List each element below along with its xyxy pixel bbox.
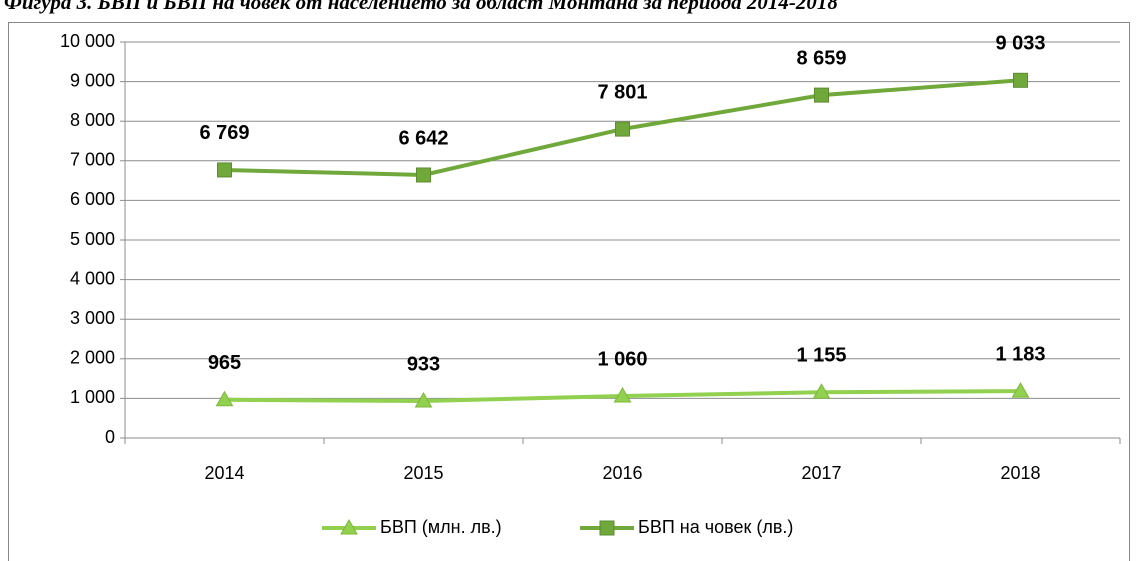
marker	[1013, 72, 1028, 88]
marker	[416, 167, 431, 183]
marker	[615, 121, 630, 137]
marker	[1011, 382, 1030, 398]
data-label: 1 183	[995, 343, 1045, 365]
data-label: 6 769	[199, 122, 249, 144]
data-label: 6 642	[398, 127, 448, 149]
x-tick-label: 2014	[204, 463, 244, 483]
data-label: 9 033	[995, 33, 1045, 55]
y-tick-label: 5 000	[70, 229, 115, 249]
data-label: 1 060	[597, 348, 647, 370]
marker	[814, 87, 829, 103]
legend-label: БВП на човек (лв.)	[638, 517, 793, 537]
y-tick-label: 4 000	[70, 268, 115, 288]
x-tick-label: 2016	[602, 463, 642, 483]
y-tick-label: 6 000	[70, 189, 115, 209]
y-tick-label: 2 000	[70, 348, 115, 368]
data-label: 7 801	[597, 81, 647, 103]
marker	[613, 387, 632, 403]
y-tick-label: 0	[105, 427, 115, 447]
y-tick-label: 3 000	[70, 308, 115, 328]
y-tick-label: 9 000	[70, 70, 115, 90]
legend-label: БВП (млн. лв.)	[380, 517, 502, 537]
x-tick-label: 2017	[801, 463, 841, 483]
x-tick-label: 2018	[1000, 463, 1040, 483]
marker	[812, 383, 831, 399]
marker	[215, 390, 234, 407]
data-label: 933	[407, 353, 440, 375]
data-label: 8 659	[796, 47, 846, 69]
y-tick-label: 8 000	[70, 110, 115, 130]
marker	[217, 162, 232, 178]
chart-title: Фигура 3. БВП и БВП на човек от населени…	[4, 0, 838, 14]
legend-marker	[599, 520, 615, 536]
y-tick-label: 10 000	[60, 31, 115, 51]
legend-marker	[340, 518, 358, 535]
data-label: 965	[208, 352, 241, 374]
x-tick-label: 2015	[403, 463, 443, 483]
y-tick-label: 7 000	[70, 150, 115, 170]
data-label: 1 155	[796, 345, 846, 367]
y-tick-label: 1 000	[70, 387, 115, 407]
marker	[414, 392, 433, 408]
chart-border	[8, 22, 1130, 561]
